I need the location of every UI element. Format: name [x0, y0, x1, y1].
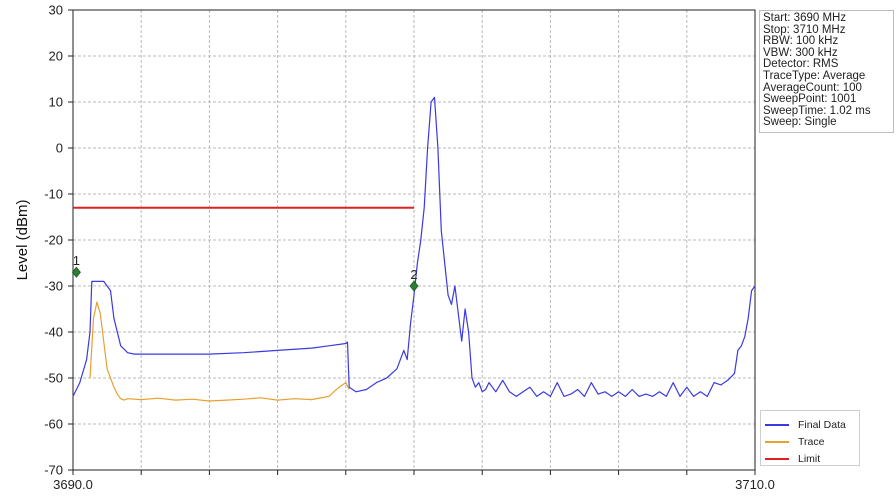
legend-label-final-data: Final Data [798, 418, 846, 431]
y-tick-label-6: -30 [44, 279, 63, 294]
x-tick-label-0: 3690.0 [53, 477, 93, 492]
markers-group: 12 [71, 253, 419, 292]
y-tick-label-0: 30 [49, 3, 63, 18]
y-axis: 30 20 10 0 -10 -20 -30 -40 -50 -60 -70 [44, 3, 73, 478]
info-rbw: RBW: 100 kHz [763, 35, 839, 48]
x-tick-label-1: 3710.0 [735, 477, 775, 492]
y-tick-label-5: -20 [44, 233, 63, 248]
y-tick-label-9: -60 [44, 417, 63, 432]
legend-item-limit: Limit [765, 450, 855, 467]
legend: Final Data Trace Limit [760, 410, 860, 466]
legend-swatch-final-data [765, 423, 789, 426]
y-tick-label-8: -50 [44, 371, 63, 386]
legend-label-trace: Trace [798, 435, 825, 448]
info-vbw: VBW: 300 kHz [763, 46, 838, 59]
legend-item-final-data: Final Data [765, 416, 855, 433]
sweep-settings-box: Start: 3690 MHz Stop: 3710 MHz RBW: 100 … [759, 10, 894, 133]
y-axis-title: Level (dBm) [14, 200, 31, 281]
series-line-final-data [72, 96, 756, 397]
marker-2 [409, 280, 419, 292]
y-tick-label-2: 10 [49, 95, 63, 110]
series-group [72, 96, 756, 402]
legend-swatch-limit [765, 457, 789, 460]
info-average-count: AverageCount: 100 [763, 81, 862, 94]
marker-label-2: 2 [410, 267, 417, 282]
marker-1 [71, 266, 81, 278]
y-tick-label-3: 0 [56, 141, 63, 156]
info-sweep-mode: Sweep: Single [763, 116, 837, 129]
y-tick-label-4: -10 [44, 187, 63, 202]
series-line-trace [89, 301, 350, 402]
info-trace-type: TraceType: Average [763, 69, 866, 82]
info-sweep-point: SweepPoint: 1001 [763, 93, 857, 106]
y-tick-label-1: 20 [49, 49, 63, 64]
legend-item-trace: Trace [765, 433, 855, 450]
info-detector: Detector: RMS [763, 58, 839, 71]
x-axis: 3690.0 3710.0 [53, 470, 775, 492]
y-tick-label-7: -40 [44, 325, 63, 340]
info-start: Start: 3690 MHz [763, 12, 847, 24]
legend-label-limit: Limit [798, 452, 821, 465]
info-stop: Stop: 3710 MHz [763, 23, 846, 36]
y-tick-label-10: -70 [44, 463, 63, 478]
legend-swatch-trace [765, 440, 789, 443]
info-sweep-time: SweepTime: 1.02 ms [763, 104, 871, 117]
marker-label-1: 1 [73, 253, 80, 268]
